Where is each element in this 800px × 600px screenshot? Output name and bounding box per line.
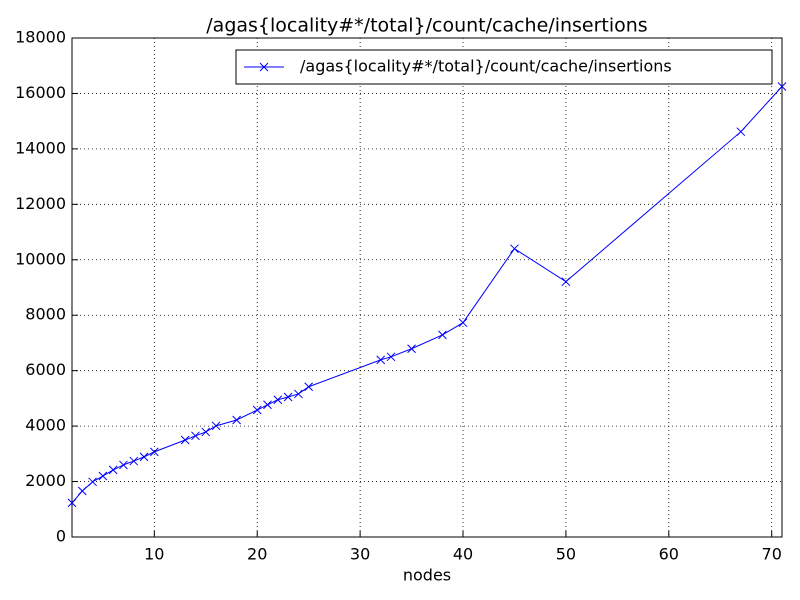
data-point xyxy=(407,344,416,354)
data-point xyxy=(510,244,519,254)
legend-label: /agas{locality#*/total}/count/cache/inse… xyxy=(300,57,672,76)
data-point xyxy=(263,400,272,410)
data-point xyxy=(191,431,200,441)
data-point xyxy=(304,382,314,392)
x-tick-label: 50 xyxy=(556,545,576,564)
legend-marker xyxy=(259,62,269,72)
data-point xyxy=(777,82,787,91)
x-tick-label: 40 xyxy=(453,545,473,564)
data-point xyxy=(736,127,746,137)
data-point xyxy=(98,471,108,481)
axes-frame xyxy=(71,37,783,538)
data-point xyxy=(386,352,396,362)
x-tick-label: 10 xyxy=(144,545,164,564)
y-tick-label: 2000 xyxy=(25,471,66,490)
data-point xyxy=(211,421,221,431)
data-point xyxy=(88,477,97,487)
data-point xyxy=(129,456,139,466)
data-point xyxy=(67,498,77,508)
data-point xyxy=(232,415,241,425)
x-tick-label: 20 xyxy=(247,545,267,564)
y-tick-label: 14000 xyxy=(15,138,66,157)
y-tick-label: 10000 xyxy=(15,249,66,268)
data-point xyxy=(77,486,87,496)
y-tick-label: 16000 xyxy=(15,83,66,102)
data-point xyxy=(201,427,211,437)
data-point xyxy=(252,405,262,415)
data-point xyxy=(139,452,149,462)
data-point xyxy=(119,460,128,470)
chart-title: /agas{locality#*/total}/count/cache/inse… xyxy=(206,15,647,37)
data-point xyxy=(376,355,386,365)
data-point xyxy=(273,395,283,405)
y-tick-label: 0 xyxy=(56,527,66,546)
data-point xyxy=(149,447,159,457)
data-point xyxy=(458,318,468,328)
data-point xyxy=(294,389,303,399)
y-tick-label: 4000 xyxy=(25,416,66,435)
x-tick-label: 30 xyxy=(350,545,370,564)
y-tick-label: 6000 xyxy=(25,360,66,379)
legend-box xyxy=(235,49,773,85)
x-axis-label: nodes xyxy=(403,566,451,585)
data-point xyxy=(283,392,293,402)
data-point xyxy=(438,330,447,340)
x-tick-label: 70 xyxy=(762,545,782,564)
y-tick-label: 8000 xyxy=(25,305,66,324)
y-tick-label: 12000 xyxy=(15,194,66,213)
x-tick-label: 60 xyxy=(659,545,679,564)
data-point xyxy=(561,277,571,287)
data-point xyxy=(108,465,118,475)
data-point xyxy=(180,435,190,445)
y-tick-label: 18000 xyxy=(15,28,66,47)
